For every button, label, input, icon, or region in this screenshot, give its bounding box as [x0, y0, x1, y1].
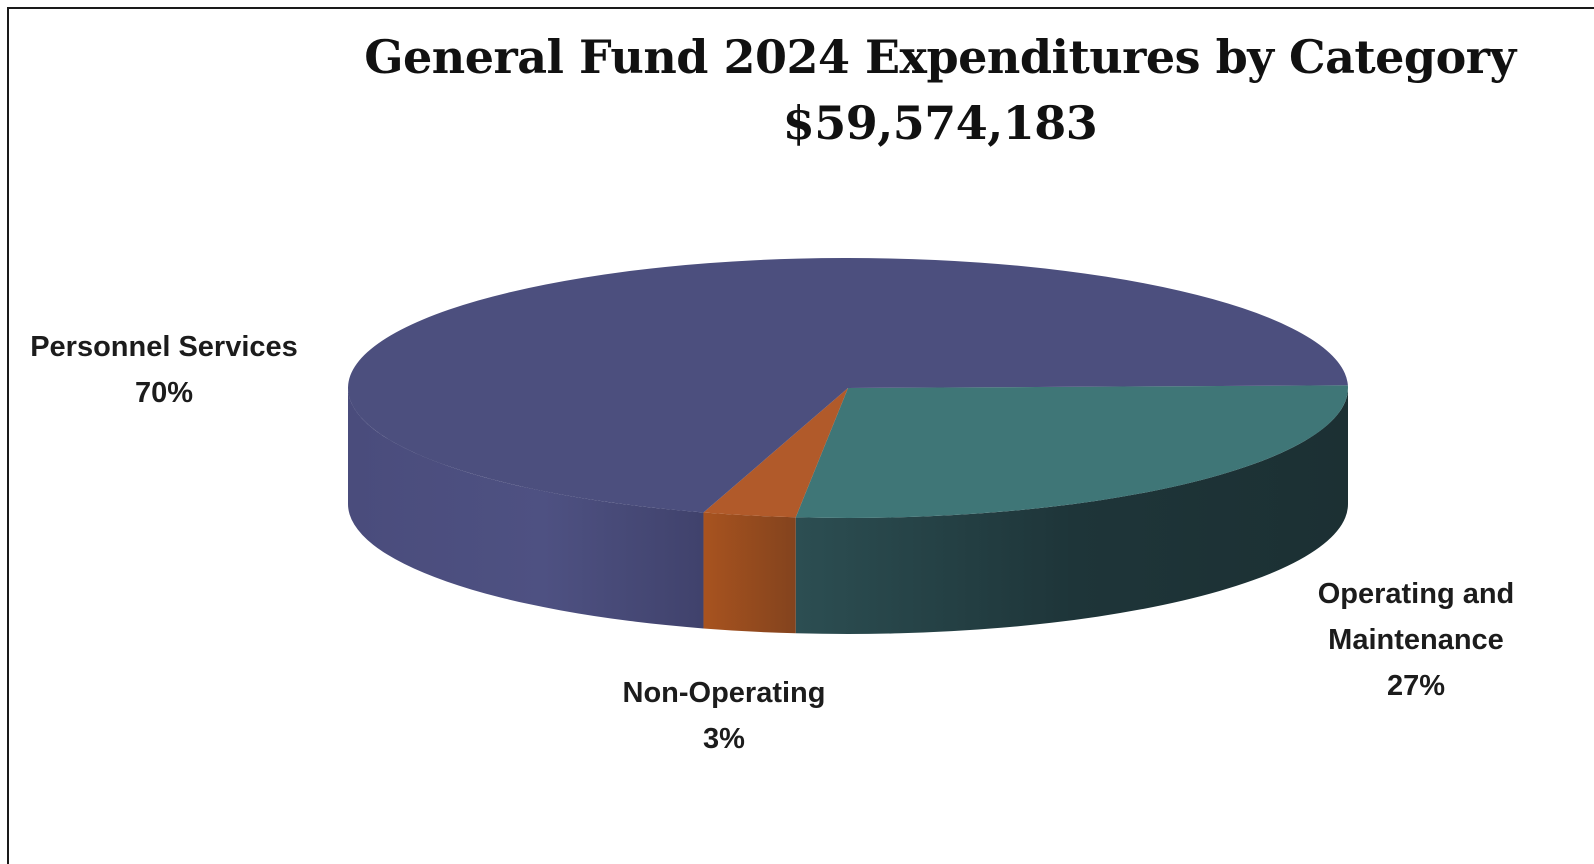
- label-operating-maintenance: Operating and Maintenance 27%: [1286, 571, 1546, 709]
- label-operating-maintenance-line2: Maintenance: [1328, 624, 1504, 656]
- pie-side-operating-and-maintenance: [795, 388, 1348, 635]
- chart-title: General Fund 2024 Expenditures by Catego…: [364, 30, 1516, 84]
- label-personnel-services-name: Personnel Services: [30, 331, 298, 363]
- pie-slice-personnel-services: [347, 257, 1348, 513]
- pie-side-personnel-services: [348, 388, 704, 629]
- label-personnel-services: Personnel Services 70%: [10, 324, 318, 416]
- label-non-operating-name: Non-Operating: [622, 677, 826, 709]
- label-personnel-services-value: 70%: [134, 377, 194, 409]
- pie-side-non-operating: [703, 512, 796, 634]
- chart-subtitle: $59,574,183: [782, 96, 1098, 150]
- label-operating-maintenance-line1: Operating and: [1317, 578, 1515, 610]
- label-operating-maintenance-value: 27%: [1386, 670, 1446, 702]
- label-non-operating-value: 3%: [703, 723, 745, 755]
- label-non-operating: Non-Operating 3%: [584, 670, 864, 762]
- pie-slice-operating-and-maintenance: [795, 385, 1348, 519]
- pie-slice-non-operating: [703, 388, 848, 518]
